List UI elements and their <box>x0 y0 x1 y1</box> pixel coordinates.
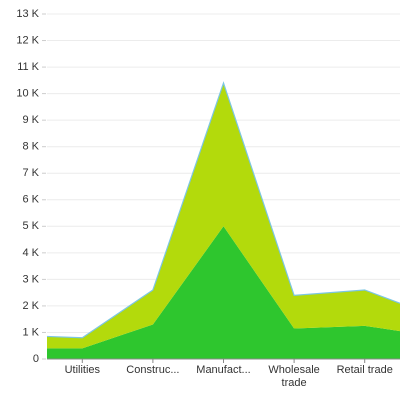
area <box>47 226 400 359</box>
area <box>47 83 400 349</box>
x-tick-label: Wholesale trade <box>268 364 319 389</box>
x-tick-label: Manufact... <box>196 364 250 376</box>
y-tick-label: 7 K <box>22 167 39 179</box>
y-tick-label: 8 K <box>22 141 39 153</box>
y-tick-label: 4 K <box>22 247 39 259</box>
y-tick-label: 10 K <box>16 88 39 100</box>
y-tick-label: 3 K <box>22 273 39 285</box>
y-tick-label: 2 K <box>22 300 39 312</box>
y-tick-label: 12 K <box>16 34 39 46</box>
x-tick-label: Construc... <box>126 364 179 376</box>
x-tick-label: Utilities <box>65 364 101 376</box>
y-tick-label: 9 K <box>22 114 39 126</box>
y-tick-label: 1 K <box>22 326 39 338</box>
y-tick-label: 6 K <box>22 194 39 206</box>
y-tick-label: 5 K <box>22 220 39 232</box>
y-tick-label: 11 K <box>17 61 39 73</box>
y-tick-label: 13 K <box>16 8 39 20</box>
y-tick-label: 0 <box>33 353 39 365</box>
area-line <box>46 81 400 339</box>
x-tick-label: Retail trade <box>337 364 393 376</box>
